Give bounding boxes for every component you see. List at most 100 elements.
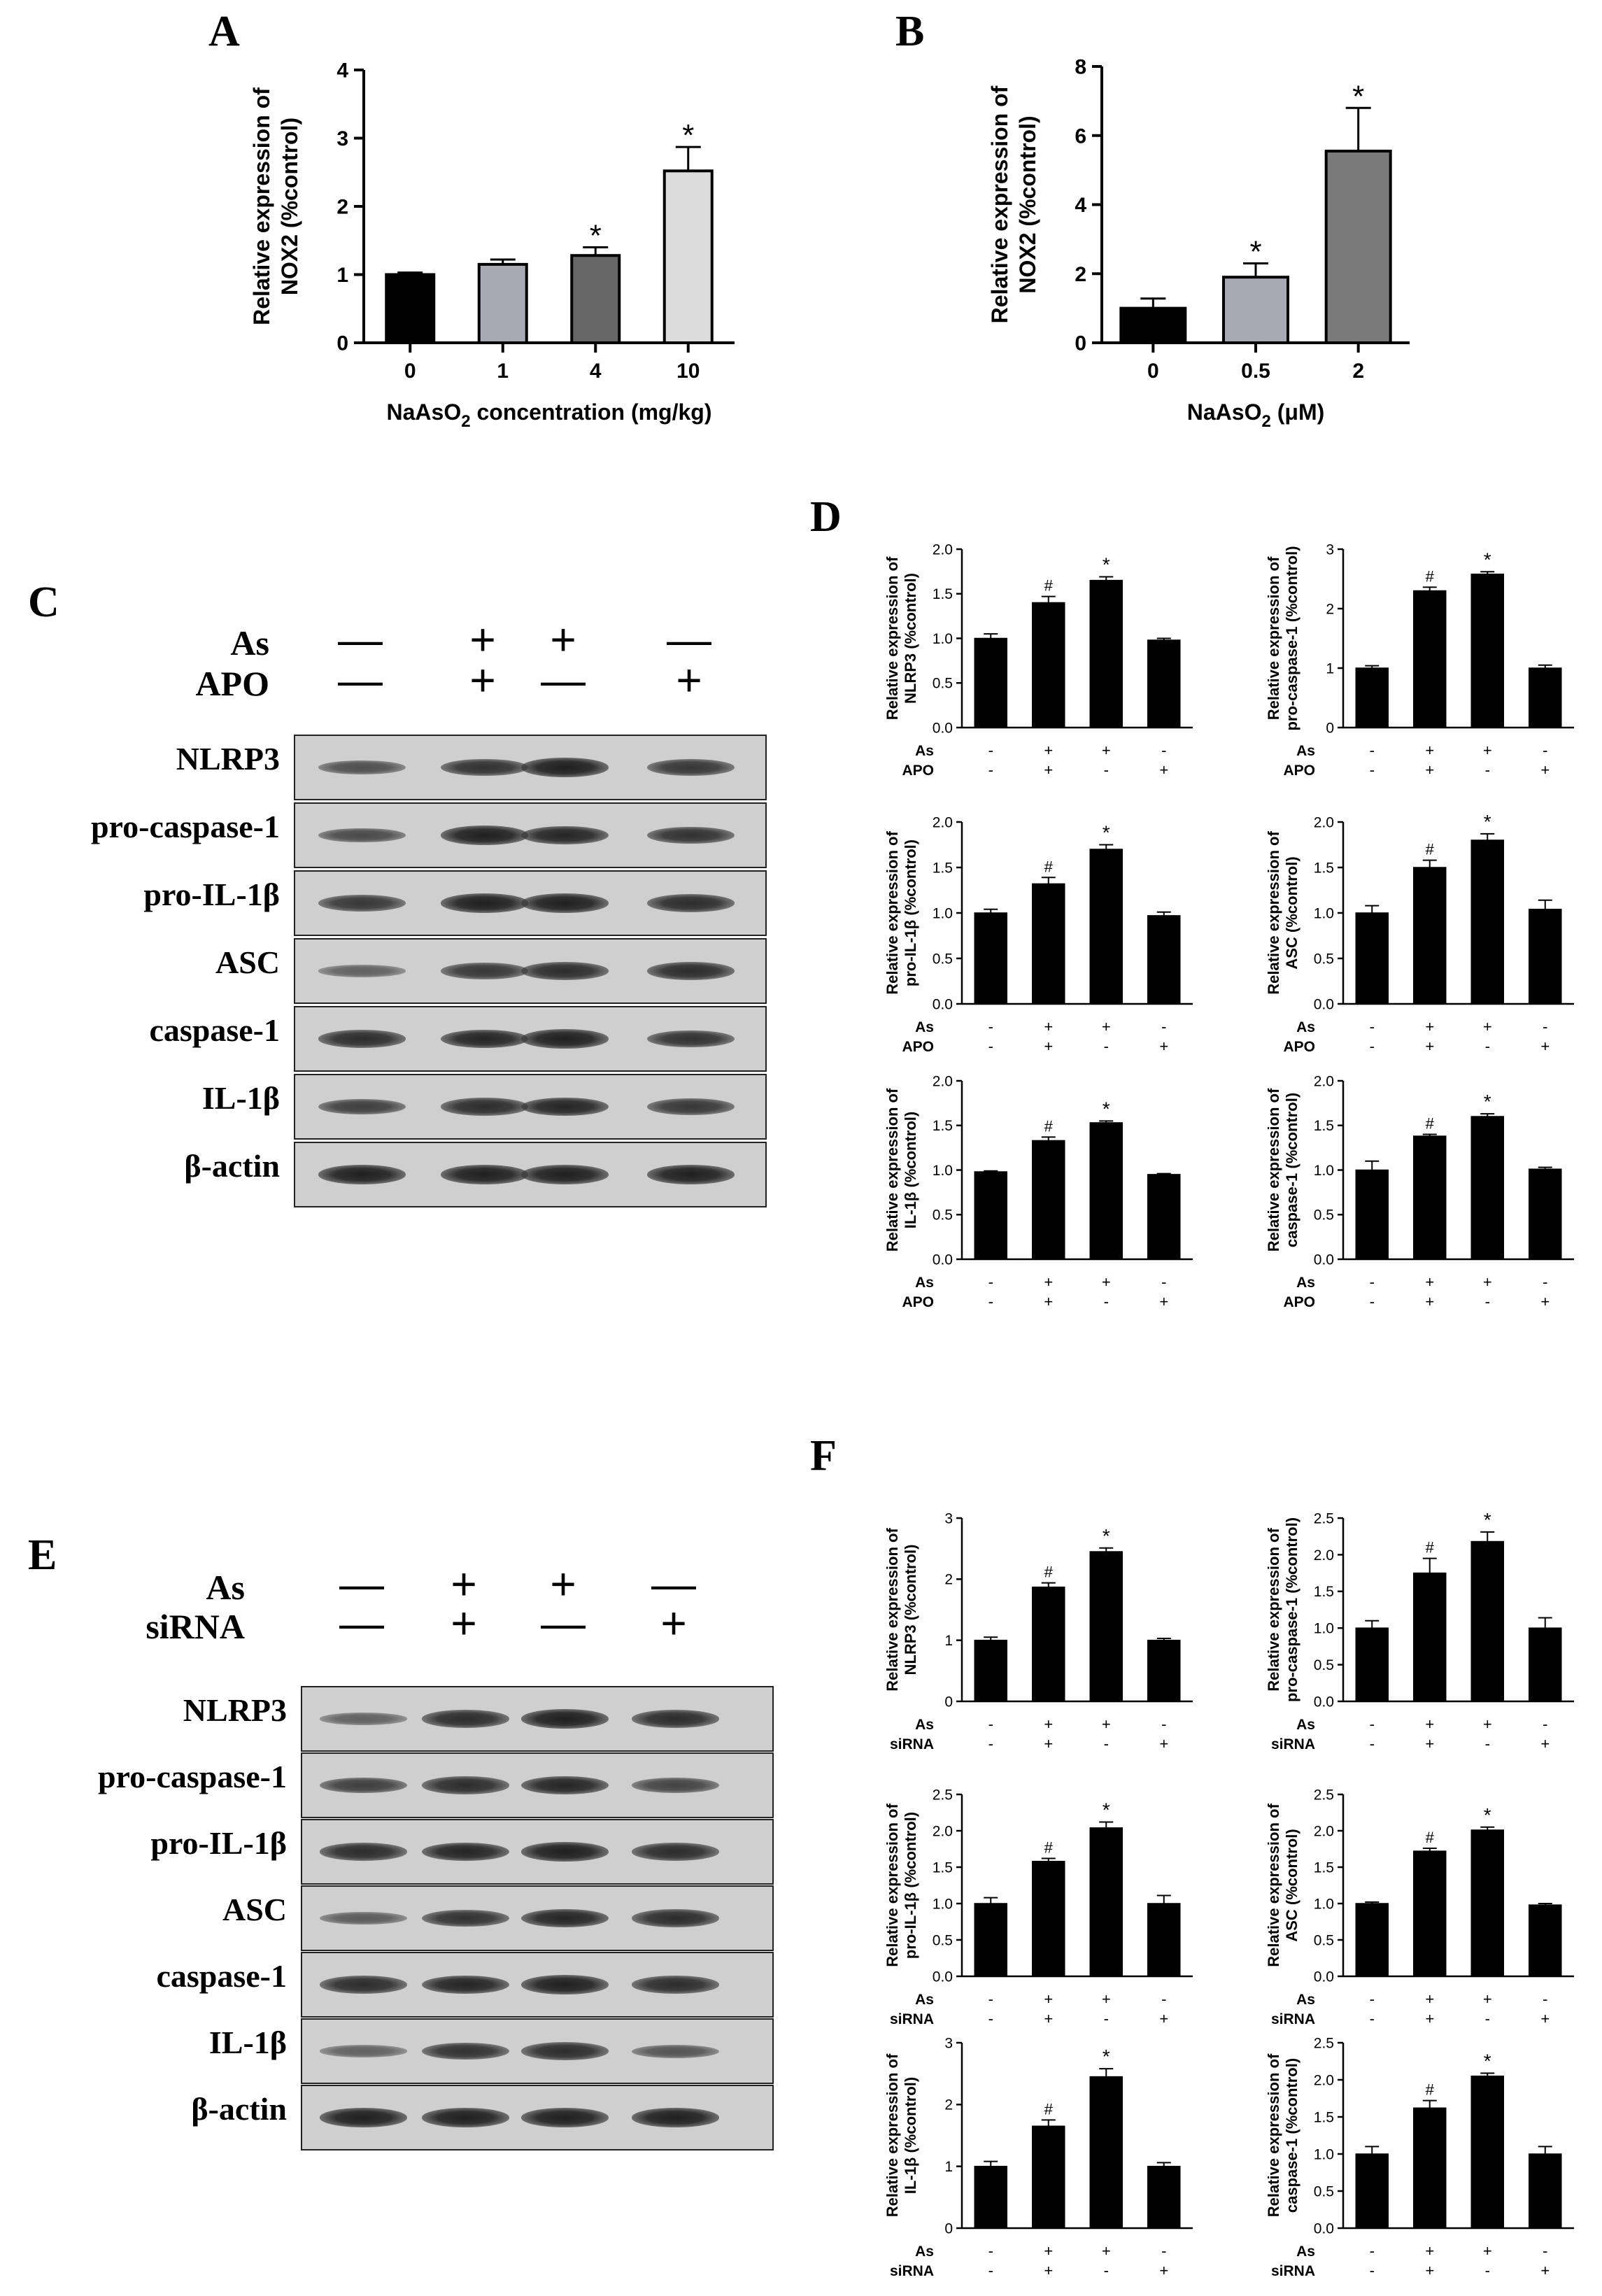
treatment-sign: - [1370, 1018, 1375, 1035]
treatment-sign: + [1425, 742, 1434, 759]
chart-f1: 0 1 2 3 Relative expression ofNLRP3 (%contro… [884, 1510, 1193, 1752]
protein-band [520, 758, 609, 777]
treatment-sign: + [1540, 761, 1550, 779]
y-axis-label-line1: Relative expression of [1265, 1528, 1282, 1692]
significance-mark: # [1044, 577, 1054, 595]
treatment-sign: + [1425, 1018, 1434, 1035]
significance-mark: # [1044, 858, 1054, 875]
treatment-sign: - [988, 1735, 993, 1752]
y-tick-label: 2.0 [1314, 1547, 1334, 1564]
y-axis-label-line1: Relative expression of [884, 1088, 901, 1252]
protein-band [318, 965, 406, 977]
treatment-row-label: As [915, 1019, 934, 1035]
protein-band [646, 826, 735, 844]
x-axis-label-pre: NaAsO [1187, 399, 1262, 425]
treatment-row-label: siRNA [1271, 1736, 1315, 1752]
y-axis-label-line2: IL-1β (%control) [902, 2077, 919, 2194]
y-tick-label: 0 [336, 332, 348, 355]
protein-label: pro-IL-1β [143, 877, 280, 912]
protein-band [520, 2108, 609, 2127]
treatment-sign: - [1485, 1037, 1490, 1055]
protein-band [319, 1713, 407, 1725]
bar [1147, 915, 1181, 1005]
treatment-sign: + [1159, 1037, 1168, 1055]
bar [1355, 2153, 1389, 2229]
y-tick-label: 2.5 [1314, 1787, 1334, 1803]
treatment-sign: - [988, 1018, 993, 1035]
bar [477, 262, 528, 344]
bar [1032, 1586, 1065, 1702]
significance-mark: # [1426, 841, 1435, 858]
treatment-sign: + [1425, 1735, 1434, 1752]
treatment-sign: - [988, 2242, 993, 2260]
blot-strip [301, 2018, 774, 2084]
condition-sign: + [676, 655, 702, 705]
y-tick-label: 0.0 [1314, 1252, 1334, 1268]
chart-a: 0 1 2 3 4 Relative expression of NOX2 (%contro… [249, 59, 735, 431]
y-axis-label-line2: IL-1β (%control) [902, 1112, 919, 1228]
treatment-row-label: As [1296, 1717, 1315, 1733]
protein-label: IL-1β [201, 1080, 280, 1116]
treatment-sign: - [1370, 1735, 1375, 1752]
x-tick-label: 0 [404, 360, 416, 383]
y-tick-label: 2 [1075, 263, 1086, 286]
treatment-row-label: As [915, 1275, 934, 1291]
y-tick-label: 1.0 [933, 631, 953, 647]
significance-mark: * [1484, 1509, 1491, 1531]
treatment-sign: + [1425, 2010, 1434, 2027]
protein-band [520, 1842, 609, 1862]
x-axis-label: NaAsO2 (μM) [1187, 399, 1325, 431]
y-tick-label: 1.5 [1314, 1584, 1334, 1600]
treatment-sign: + [1044, 2010, 1053, 2027]
y-tick-label: 0.0 [1314, 1969, 1334, 1985]
protein-band [646, 894, 735, 912]
y-axis-label-line1: Relative expression of [884, 1528, 901, 1692]
treatment-sign: + [1044, 1018, 1053, 1035]
treatment-sign: - [1543, 1273, 1547, 1291]
bar [1470, 1116, 1504, 1260]
protein-label: pro-IL-1β [150, 1825, 287, 1861]
treatment-sign: - [988, 761, 993, 779]
protein-band [646, 1165, 735, 1184]
y-tick-label: 1.0 [1314, 1621, 1334, 1637]
bar [1147, 1639, 1181, 1702]
bar [1529, 2153, 1562, 2229]
bar [1529, 1168, 1562, 1260]
y-axis-label: Relative expression ofIL-1β (%control) [884, 1088, 919, 1252]
treatment-row-label: APO [902, 1039, 934, 1055]
significance-mark: # [1426, 1115, 1435, 1133]
y-axis-label-line1: Relative expression of [987, 85, 1012, 323]
condition-sign: — [667, 614, 711, 665]
y-axis-label: Relative expression of NOX2 (%control) [249, 87, 302, 325]
bar [1222, 276, 1289, 344]
treatment-sign: - [1161, 1715, 1166, 1733]
bar [1355, 1627, 1389, 1702]
protein-band [319, 1911, 407, 1925]
protein-label: β-actin [184, 1148, 280, 1184]
y-axis-label-line2: caspase-1 (%control) [1283, 2058, 1300, 2213]
chart-d2: 0 1 2 3 Relative expression ofpro-caspase-1 … [1265, 541, 1574, 779]
bar [1089, 2076, 1123, 2229]
treatment-sign: - [1161, 1273, 1166, 1291]
bar [1470, 1829, 1504, 1977]
panel-letter-f: F [810, 1432, 837, 1480]
treatment-sign: + [1044, 2242, 1053, 2260]
treatment-row-label: siRNA [1271, 2263, 1315, 2279]
y-tick-label: 1 [336, 264, 348, 287]
y-axis-label-line1: Relative expression of [884, 831, 901, 995]
treatment-sign: - [1161, 1018, 1166, 1035]
treatment-sign: + [1483, 742, 1492, 759]
protein-band [646, 1098, 735, 1115]
y-tick-label: 1.5 [933, 1859, 953, 1876]
blot-strip [294, 1006, 767, 1072]
treatment-sign: + [1159, 2262, 1168, 2279]
bar [1089, 1827, 1123, 1977]
treatment-sign: - [1104, 761, 1109, 779]
chart-d3: 0.0 0.5 1.0 1.5 2.0 Relative expression ofpro… [884, 814, 1193, 1055]
treatment-sign: - [1370, 1293, 1375, 1310]
condition-sign: + [451, 1598, 477, 1648]
x-tick-label: 2 [1352, 360, 1364, 383]
bar [1147, 1174, 1181, 1260]
protein-label: NLRP3 [183, 1692, 287, 1728]
treatment-sign: - [1543, 742, 1547, 759]
